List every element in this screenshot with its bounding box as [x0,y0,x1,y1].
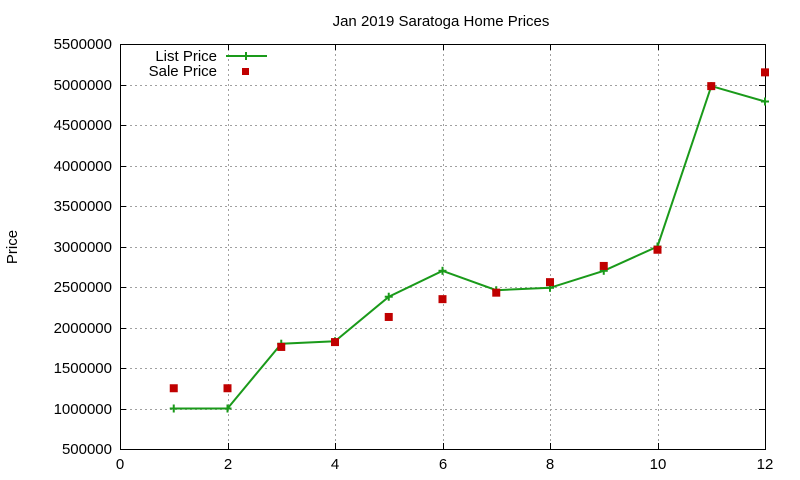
y-tick-label: 3000000 [54,239,112,256]
sale-price-point [169,384,178,393]
legend-label-list-price: List Price [155,48,217,65]
x-tick-labels: 0 2 4 6 8 10 12 [116,456,774,473]
sale-price-point [331,338,339,347]
sale-price-point [761,68,769,77]
chart-title: Jan 2019 Saratoga Home Prices [333,13,550,30]
legend: List Price Sale Price [149,48,267,80]
list-price-point [384,292,393,301]
x-tick-label: 0 [116,456,124,473]
sale-price-point [438,295,447,304]
y-tick-label: 500000 [62,441,112,458]
y-tick-label: 3500000 [54,198,112,215]
y-axis-label: Price [4,230,21,264]
y-tick-labels: 500000 1000000 1500000 2000000 2500000 300000… [54,36,112,458]
legend-marker-list-price [242,52,250,60]
list-price-point [169,404,178,413]
y-tick-label: 4000000 [54,158,112,175]
sale-price-point [707,82,716,91]
y-tick-label: 4500000 [54,117,112,134]
legend-label-sale-price: Sale Price [149,63,217,80]
grid [120,44,765,449]
x-tick-label: 10 [650,456,667,473]
y-tick-label: 1500000 [54,360,112,377]
list-price-point [223,404,232,413]
sale-price-point [492,288,501,297]
series-line-list-price [173,84,766,410]
x-tick-label: 2 [224,456,232,473]
y-tick-label: 5500000 [54,36,112,53]
y-tick-label: 1000000 [54,401,112,418]
y-tick-label: 2000000 [54,320,112,337]
x-tick-label: 4 [331,456,339,473]
x-tick-label: 6 [439,456,447,473]
list-price-point [438,266,447,275]
sale-price-point [223,384,232,393]
x-tick-label: 8 [546,456,554,473]
sale-price-point [653,245,662,254]
y-tick-label: 2500000 [54,279,112,296]
y-tick-label: 5000000 [54,77,112,94]
series [169,68,769,413]
axis-ticks [120,44,766,450]
x-tick-label: 12 [757,456,774,473]
legend-marker-sale-price [242,68,249,75]
list-price-point [761,97,769,106]
sale-price-point [384,312,393,321]
sale-price-point [546,278,554,287]
sale-price-point [599,261,608,270]
sale-price-point [277,342,286,351]
